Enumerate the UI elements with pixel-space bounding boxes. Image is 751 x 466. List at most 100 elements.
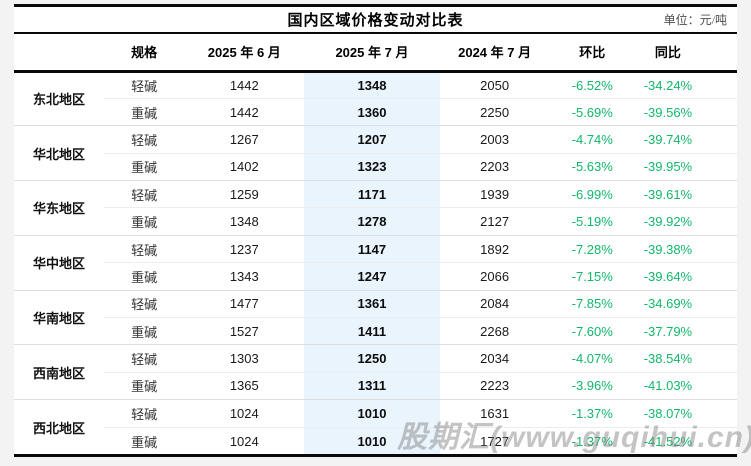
mom-change-cell: -7.85% (549, 289, 635, 318)
price-2025-06-cell: 1267 (184, 125, 305, 154)
spec-cell: 轻碱 (104, 180, 185, 208)
price-2024-07-cell: 1631 (439, 399, 550, 428)
yoy-change-cell: -37.79% (634, 317, 737, 345)
price-2025-07-cell: 1360 (304, 97, 440, 126)
table-row: 华中地区 轻碱 1237 1147 1892 -7.28% -39.38% (14, 234, 737, 291)
table-row: 西北地区 轻碱 1024 1010 1631 -1.37% -38.07% (14, 399, 737, 455)
price-2025-06-cell: 1237 (184, 234, 305, 263)
mom-change-cell: -7.15% (549, 262, 635, 291)
price-2025-07-cell: 1147 (304, 234, 440, 263)
mom-change-cell: -7.60% (549, 317, 635, 345)
mom-change-cell: -7.28% (549, 234, 635, 263)
price-2024-07-cell: 1727 (439, 426, 550, 455)
price-2025-07-cell: 1278 (304, 207, 440, 236)
price-2024-07-cell: 2268 (439, 317, 550, 345)
price-2025-06-cell: 1024 (184, 399, 305, 428)
price-2024-07-cell: 2223 (439, 371, 550, 400)
month-2025-07-column-header: 2025 年 7 月 (304, 34, 440, 71)
spec-cell: 重碱 (104, 426, 185, 455)
price-2025-06-cell: 1402 (184, 152, 305, 181)
yoy-change-cell: -39.95% (634, 152, 737, 181)
region-cell: 华中地区 (14, 234, 105, 291)
price-table-body: 东北地区 轻碱 1442 1348 2050 -6.52% -34.24% 重碱 1442 136… (14, 71, 737, 455)
mom-column-header: 环比 (549, 34, 635, 71)
price-2025-07-cell: 1361 (304, 289, 440, 318)
spec-cell: 轻碱 (104, 234, 185, 263)
price-2025-06-cell: 1259 (184, 180, 305, 208)
price-2025-06-cell: 1343 (184, 262, 305, 291)
yoy-change-cell: -41.03% (634, 371, 737, 400)
yoy-change-cell: -38.07% (634, 399, 737, 428)
spec-column-header: 规格 (104, 34, 185, 71)
table-row: 重碱 1442 1360 2250 -5.69% -39.56% (14, 97, 737, 126)
mom-change-cell: -4.07% (549, 344, 635, 373)
price-2025-07-cell: 1207 (304, 125, 440, 154)
price-2024-07-cell: 2066 (439, 262, 550, 291)
table-row: 华东地区 轻碱 1259 1171 1939 -6.99% -39.61% (14, 180, 737, 236)
price-table-sheet: 国内区域价格变动对比表 单位：元/吨 规格 2025 年 6 月 2025 年 … (14, 4, 737, 458)
table-row: 重碱 1365 1311 2223 -3.96% -41.03% (14, 371, 737, 400)
price-2025-07-cell: 1010 (304, 426, 440, 455)
yoy-change-cell: -39.56% (634, 97, 737, 126)
table-row: 重碱 1527 1411 2268 -7.60% -37.79% (14, 317, 737, 345)
mom-change-cell: -4.74% (549, 125, 635, 154)
price-2025-06-cell: 1527 (184, 317, 305, 345)
yoy-column-header: 同比 (634, 34, 737, 71)
price-2024-07-cell: 1892 (439, 234, 550, 263)
spec-cell: 重碱 (104, 317, 185, 345)
price-2024-07-cell: 2203 (439, 152, 550, 181)
price-2025-06-cell: 1477 (184, 289, 305, 318)
price-2024-07-cell: 2050 (439, 71, 550, 99)
region-cell: 东北地区 (14, 71, 105, 126)
page-title: 国内区域价格变动对比表 (287, 12, 464, 29)
price-2025-07-cell: 1010 (304, 399, 440, 428)
spec-cell: 轻碱 (104, 71, 185, 99)
price-2024-07-cell: 2250 (439, 97, 550, 126)
mom-change-cell: -1.37% (549, 426, 635, 455)
table-row: 重碱 1348 1278 2127 -5.19% -39.92% (14, 207, 737, 236)
mom-change-cell: -5.63% (549, 152, 635, 181)
price-2024-07-cell: 2084 (439, 289, 550, 318)
price-2025-06-cell: 1303 (184, 344, 305, 373)
table-row: 西南地区 轻碱 1303 1250 2034 -4.07% -38.54% (14, 344, 737, 400)
spec-cell: 轻碱 (104, 289, 185, 318)
yoy-change-cell: -39.74% (634, 125, 737, 154)
price-2025-07-cell: 1323 (304, 152, 440, 181)
spec-cell: 轻碱 (104, 399, 185, 428)
mom-change-cell: -3.96% (549, 371, 635, 400)
table-row: 华北地区 轻碱 1267 1207 2003 -4.74% -39.74% (14, 125, 737, 181)
price-2025-07-cell: 1247 (304, 262, 440, 291)
price-2025-07-cell: 1171 (304, 180, 440, 208)
mom-change-cell: -1.37% (549, 399, 635, 428)
yoy-change-cell: -34.69% (634, 289, 737, 318)
yoy-change-cell: -41.52% (634, 426, 737, 455)
region-cell: 西北地区 (14, 399, 105, 455)
spec-cell: 重碱 (104, 152, 185, 181)
mom-change-cell: -5.19% (549, 207, 635, 236)
price-2025-07-cell: 1250 (304, 344, 440, 373)
region-cell: 华东地区 (14, 180, 105, 236)
price-2025-07-cell: 1311 (304, 371, 440, 400)
mom-change-cell: -5.69% (549, 97, 635, 126)
price-2025-07-cell: 1348 (304, 71, 440, 99)
spec-cell: 重碱 (104, 371, 185, 400)
table-row: 华南地区 轻碱 1477 1361 2084 -7.85% -34.69% (14, 289, 737, 345)
spec-cell: 轻碱 (104, 125, 185, 154)
region-cell: 华北地区 (14, 125, 105, 181)
region-cell: 西南地区 (14, 344, 105, 400)
yoy-change-cell: -34.24% (634, 71, 737, 99)
price-2025-06-cell: 1348 (184, 207, 305, 236)
table-title-bar: 国内区域价格变动对比表 单位：元/吨 (14, 7, 737, 34)
spec-cell: 重碱 (104, 207, 185, 236)
price-2025-06-cell: 1442 (184, 97, 305, 126)
price-2024-07-cell: 2003 (439, 125, 550, 154)
mom-change-cell: -6.52% (549, 71, 635, 99)
table-row: 重碱 1024 1010 1727 -1.37% -41.52% (14, 426, 737, 455)
yoy-change-cell: -39.38% (634, 234, 737, 263)
price-2024-07-cell: 2034 (439, 344, 550, 373)
region-column-header (14, 34, 105, 71)
region-cell: 华南地区 (14, 289, 105, 345)
spec-cell: 重碱 (104, 97, 185, 126)
table-header: 规格 2025 年 6 月 2025 年 7 月 2024 年 7 月 环比 同… (14, 34, 737, 71)
unit-label: 单位：元/吨 (663, 13, 727, 27)
